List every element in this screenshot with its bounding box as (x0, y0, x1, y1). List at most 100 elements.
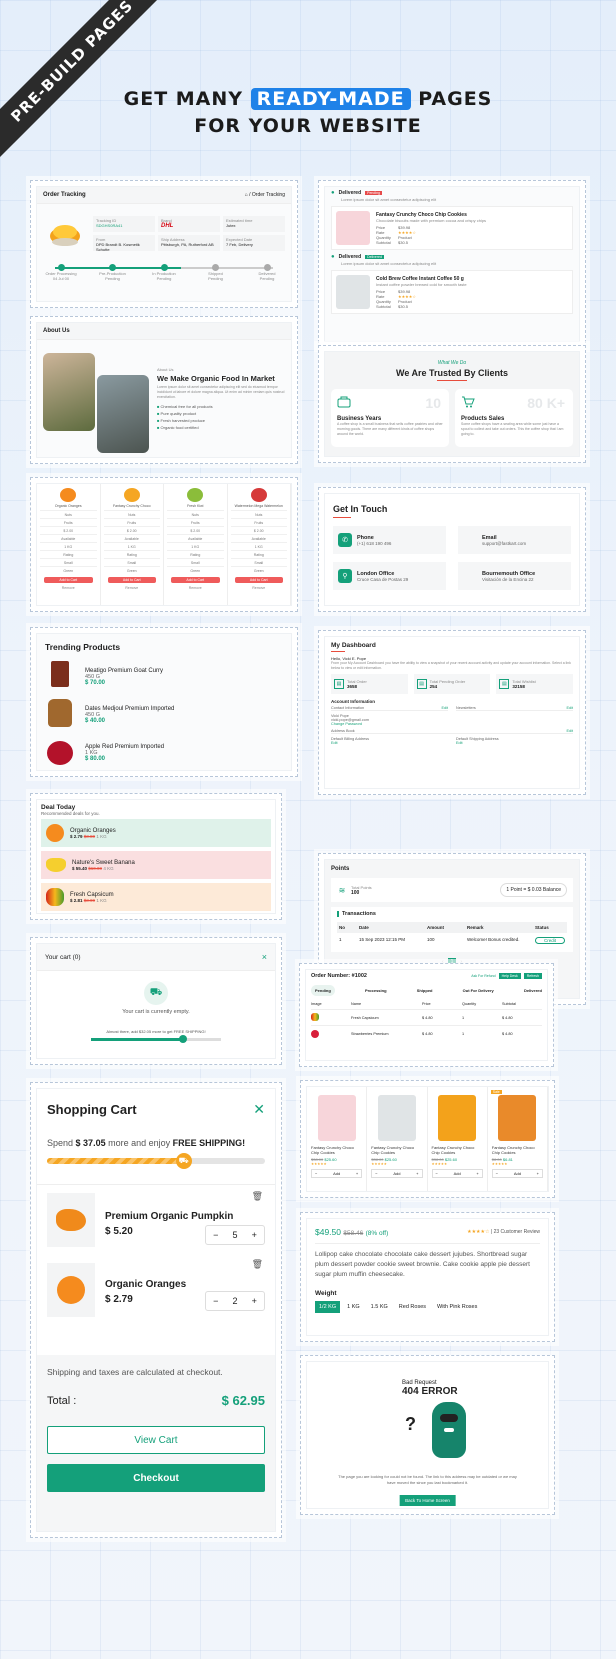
add-button[interactable]: − Add + (371, 1169, 423, 1178)
product-image (336, 275, 370, 309)
quantity-stepper[interactable]: −5 + (205, 1225, 265, 1245)
deal-item[interactable]: Fresh Capsicum $ 2.81 $3.00 1 KG (41, 883, 271, 911)
deal-item[interactable]: Organic Oranges $ 2.79 $3.80 1 KG (41, 819, 271, 847)
product-image (47, 1263, 95, 1317)
minus-button[interactable]: − (213, 1230, 219, 1240)
wishlist-icon: ▤ (499, 679, 510, 689)
compare-cell: Nuts (103, 510, 160, 518)
product-image (47, 1193, 95, 1247)
weight-option[interactable]: 1.5 KG (370, 1304, 388, 1310)
close-icon[interactable]: × (261, 952, 267, 962)
breadcrumb[interactable]: ⌂ / Order Tracking (244, 192, 285, 198)
list-item[interactable]: Meatigo Premium Goat Curry 450 G $ 70.00 (45, 658, 283, 696)
back-home-button[interactable]: Back To Home Screen (399, 1495, 456, 1506)
compare-cell: Small (167, 558, 224, 566)
product-detail-card: $49.50 $58.46 (8% off) ★★★★☆ | 23 Custom… (296, 1208, 559, 1346)
remove-link[interactable]: Remove (125, 586, 139, 590)
product-price: $49.50 (315, 1227, 341, 1237)
compare-cell: Green (103, 566, 160, 574)
checkout-button[interactable]: Checkout (47, 1464, 265, 1492)
coins-icon: ≋ (338, 885, 346, 895)
add-button[interactable]: − Add + (431, 1169, 483, 1178)
compare-cell: Rating (103, 550, 160, 558)
cart-item: Organic Oranges $ 2.79 🗑 −2 + (37, 1255, 275, 1325)
compare-cell: Green (40, 566, 97, 574)
product-card[interactable]: Fantasy Crunchy Choco Chip Cookies $38.00… (367, 1087, 428, 1191)
product-card[interactable]: Fantasy Crunchy Choco Chip Cookies $38.00… (428, 1087, 488, 1191)
compare-cell: Available (230, 534, 287, 542)
cart-title: Shopping Cart (47, 1102, 137, 1117)
page-title: My Dashboard (331, 642, 376, 649)
rating-stars: ★★★★☆ (467, 1229, 490, 1235)
add-to-cart-button[interactable]: Add to Cart (171, 577, 220, 583)
error-card: Bad Request 404 ERROR ? The page you are… (296, 1351, 559, 1519)
remove-link[interactable]: Remove (61, 586, 75, 590)
remove-link[interactable]: Remove (188, 586, 202, 590)
close-icon[interactable]: ✕ (253, 1101, 265, 1117)
compare-column: Fresh Kiwi Nuts Fruits $ 2.00 Available 1 KG R… (164, 484, 228, 605)
table-row: Fresh Capsicum $ 4.80 1 $ 4.80 (311, 1010, 542, 1026)
product-image (250, 488, 267, 502)
compare-cell: Small (103, 558, 160, 566)
product-image (45, 737, 75, 769)
remove-link[interactable]: Remove (252, 586, 266, 590)
plus-button[interactable]: + (251, 1296, 257, 1306)
prev-page-icon[interactable]: ‹ (441, 959, 444, 965)
cart-item: Premium Organic Pumpkin $ 5.20 🗑 −5 + (37, 1185, 275, 1255)
add-to-cart-button[interactable]: Add to Cart (44, 577, 93, 583)
compare-cell: 1 KG (167, 542, 224, 550)
add-button[interactable]: − Add + (491, 1169, 543, 1178)
product-image (60, 488, 77, 502)
product-image (336, 211, 370, 245)
trash-icon[interactable]: 🗑 (251, 1191, 263, 1201)
deal-card: Deal Today Recommended deals for you. Or… (26, 789, 286, 924)
compare-cell: Rating (167, 550, 224, 558)
product-image (46, 858, 66, 872)
weight-option[interactable]: Red Roses (398, 1304, 427, 1310)
plus-button[interactable]: + (251, 1230, 257, 1240)
empty-cart-card: Your cart (0) × ⛟ Your cart is currently… (26, 933, 286, 1069)
product-image (45, 699, 75, 731)
add-to-cart-button[interactable]: Add to Cart (234, 577, 283, 583)
cart-icon (462, 396, 475, 408)
compare-cell: $ 2.00 (230, 526, 287, 534)
add-button[interactable]: − Add + (311, 1169, 363, 1178)
order-card: Order Number: #1002 Ask For Refund Help … (295, 959, 558, 1071)
compare-cell: Green (167, 566, 224, 574)
page-number[interactable]: 1 (447, 958, 457, 966)
add-to-cart-button[interactable]: Add to Cart (107, 577, 156, 583)
list-item[interactable]: Dates Medjoul Premium Imported 450 G $ 40.… (45, 696, 283, 734)
order-number: Order Number: #1002 (311, 973, 367, 979)
product-card[interactable]: Fantasy Crunchy Choco Chip Cookies $38.00… (307, 1087, 368, 1191)
weight-option[interactable]: 1 KG (347, 1304, 360, 1310)
compare-column: Fantasy Crunchy Choco Nuts Fruits $ 2.00 Ava… (101, 484, 164, 605)
deal-item[interactable]: Nature's Sweet Banana $ 55.40 $60.00 4 KG (41, 851, 271, 879)
list-item[interactable]: Apple Red Premium Imported 1 KG $ 80.00 (45, 734, 283, 770)
delivery-card: ● Delivered Pending Lorem ipsum dolor sit … (314, 176, 590, 352)
minus-button[interactable]: − (213, 1296, 219, 1306)
status-badge: Pending (365, 191, 382, 195)
location-icon: ⚲ (338, 569, 352, 583)
stat-card: 10 Business Years A coffee shop is a sma… (331, 389, 449, 447)
product-image (438, 1095, 477, 1141)
compare-cell: Nuts (40, 510, 97, 518)
trash-icon[interactable]: 🗑 (251, 1259, 263, 1269)
page-title: About Us (37, 323, 291, 340)
about-card: About Us About Us We Make Organic Food I… (26, 312, 302, 468)
page-title: Get In Touch (333, 504, 388, 514)
product-card[interactable]: Sale Fantasy Crunchy Choco Chip Cookies $8… (488, 1087, 548, 1191)
rating-stars: ★★★★★ (311, 1162, 327, 1166)
next-page-icon[interactable]: › (460, 959, 463, 965)
contact-phone: ✆ Phone (+1) 618 190 496 (333, 526, 446, 554)
total-amount: $ 62.95 (221, 1393, 265, 1408)
dashboard-card: My Dashboard Hello, Vicki E. Pope From y… (314, 626, 590, 799)
weight-option[interactable]: 1/2 KG (315, 1301, 341, 1313)
quantity-stepper[interactable]: −2 + (205, 1291, 265, 1311)
product-image (46, 824, 64, 842)
weight-option[interactable]: With Pink Roses (437, 1304, 478, 1310)
about-image (97, 375, 149, 453)
compare-cell: $ 2.00 (40, 526, 97, 534)
compare-cell: Small (40, 558, 97, 566)
view-cart-button[interactable]: View Cart (47, 1426, 265, 1454)
monster-illustration (432, 1402, 466, 1458)
